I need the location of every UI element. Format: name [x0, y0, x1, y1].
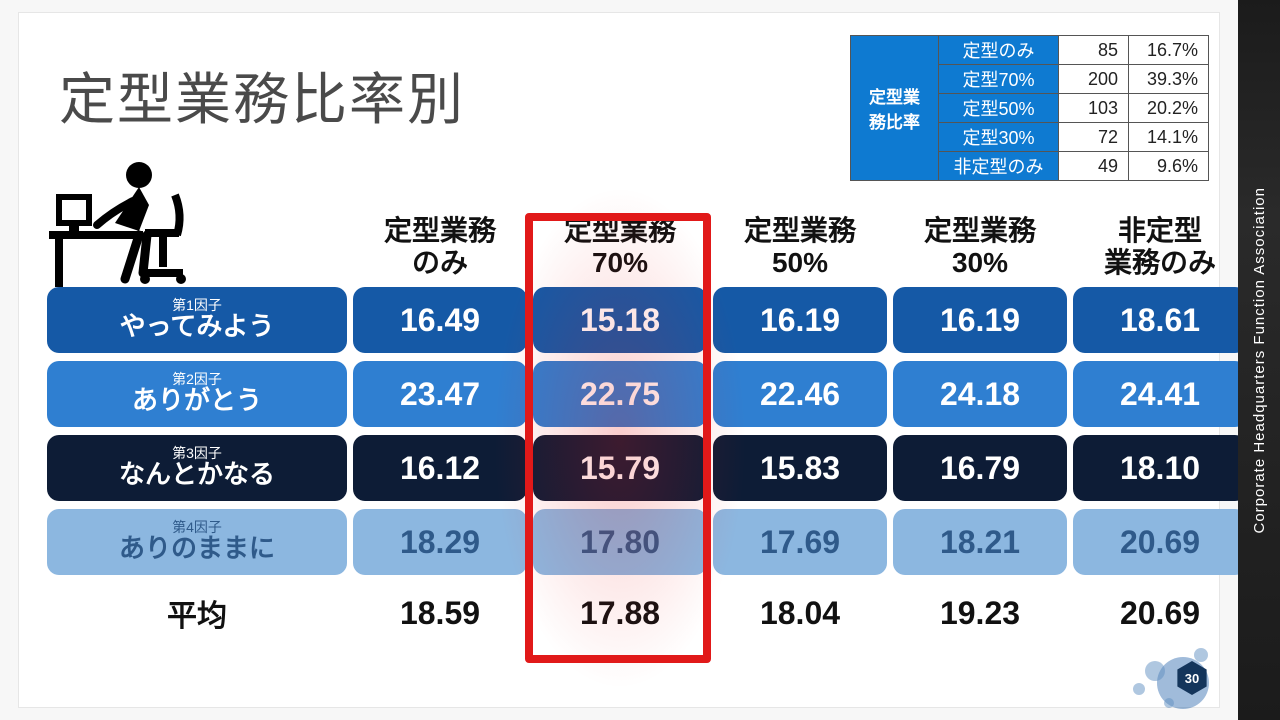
data-cell: 18.10	[1073, 435, 1247, 501]
data-cell: 17.80	[533, 509, 707, 575]
row-mainlabel: なんとかなる	[55, 460, 339, 489]
row-sublabel: 第1因子	[55, 298, 339, 312]
summary-row-label: 定型70%	[939, 65, 1059, 94]
data-cell: 18.29	[353, 509, 527, 575]
row-label: 第2因子ありがとう	[47, 361, 347, 427]
summary-row-label: 定型のみ	[939, 36, 1059, 65]
table-row: 第4因子ありのままに18.2917.8017.6918.2120.69	[47, 509, 1207, 575]
summary-header: 定型業務比率	[851, 36, 939, 181]
summary-row-label: 定型30%	[939, 123, 1059, 152]
summary-row-count: 72	[1059, 123, 1129, 152]
data-cell: 22.46	[713, 361, 887, 427]
summary-row-count: 85	[1059, 36, 1129, 65]
summary-row-label: 定型50%	[939, 94, 1059, 123]
average-cell: 18.04	[713, 583, 887, 643]
summary-row-label: 非定型のみ	[939, 152, 1059, 181]
row-mainlabel: ありのままに	[55, 534, 339, 563]
column-header: 定型業務のみ	[353, 215, 527, 279]
data-cell: 15.18	[533, 287, 707, 353]
right-sidebar: Corporate Headquarters Function Associat…	[1238, 0, 1280, 720]
row-sublabel: 第3因子	[55, 446, 339, 460]
table-row: 第2因子ありがとう23.4722.7522.4624.1824.41	[47, 361, 1207, 427]
row-mainlabel: ありがとう	[55, 386, 339, 415]
data-cell: 15.79	[533, 435, 707, 501]
data-cell: 23.47	[353, 361, 527, 427]
table-row: 第3因子なんとかなる16.1215.7915.8316.7918.10	[47, 435, 1207, 501]
column-header-row: 定型業務のみ 定型業務70% 定型業務50% 定型業務30% 非定型業務のみ	[47, 215, 1207, 279]
row-sublabel: 第4因子	[55, 520, 339, 534]
slide-title: 定型業務比率別	[59, 55, 465, 136]
summary-row-pct: 16.7%	[1129, 36, 1209, 65]
summary-row-count: 200	[1059, 65, 1129, 94]
average-row: 平均 18.59 17.88 18.04 19.23 20.69	[47, 583, 1207, 643]
row-label: 第1因子やってみよう	[47, 287, 347, 353]
summary-row-pct: 9.6%	[1129, 152, 1209, 181]
row-label: 第4因子ありのままに	[47, 509, 347, 575]
data-cell: 22.75	[533, 361, 707, 427]
data-cell: 16.19	[713, 287, 887, 353]
data-cell: 16.49	[353, 287, 527, 353]
average-cell: 19.23	[893, 583, 1067, 643]
row-sublabel: 第2因子	[55, 372, 339, 386]
average-cell: 17.88	[533, 583, 707, 643]
sidebar-label: Corporate Headquarters Function Associat…	[1251, 187, 1268, 534]
data-cell: 20.69	[1073, 509, 1247, 575]
row-label: 第3因子なんとかなる	[47, 435, 347, 501]
summary-row-count: 49	[1059, 152, 1129, 181]
summary-table: 定型業務比率 定型のみ 85 16.7% 定型70% 200 39.3% 定型5…	[850, 35, 1209, 181]
data-cell: 24.18	[893, 361, 1067, 427]
data-cell: 16.12	[353, 435, 527, 501]
slide: 定型業務比率別	[0, 0, 1280, 720]
column-header: 非定型業務のみ	[1073, 215, 1247, 279]
ink-splash-icon	[1105, 625, 1225, 715]
slide-content: 定型業務比率別	[18, 12, 1220, 708]
column-header: 定型業務70%	[533, 215, 707, 279]
column-header: 定型業務30%	[893, 215, 1067, 279]
data-cell: 16.79	[893, 435, 1067, 501]
column-header: 定型業務50%	[713, 215, 887, 279]
data-cell: 18.61	[1073, 287, 1247, 353]
average-cell: 18.59	[353, 583, 527, 643]
data-cell: 16.19	[893, 287, 1067, 353]
summary-row-pct: 39.3%	[1129, 65, 1209, 94]
data-cell: 17.69	[713, 509, 887, 575]
summary-row-count: 103	[1059, 94, 1129, 123]
summary-row-pct: 20.2%	[1129, 94, 1209, 123]
table-row: 第1因子やってみよう16.4915.1816.1916.1918.61	[47, 287, 1207, 353]
data-cell: 24.41	[1073, 361, 1247, 427]
row-mainlabel: やってみよう	[55, 312, 339, 341]
data-cell: 18.21	[893, 509, 1067, 575]
average-label: 平均	[47, 583, 347, 643]
summary-row-pct: 14.1%	[1129, 123, 1209, 152]
main-table: 定型業務のみ 定型業務70% 定型業務50% 定型業務30% 非定型業務のみ 第…	[47, 215, 1207, 643]
data-cell: 15.83	[713, 435, 887, 501]
